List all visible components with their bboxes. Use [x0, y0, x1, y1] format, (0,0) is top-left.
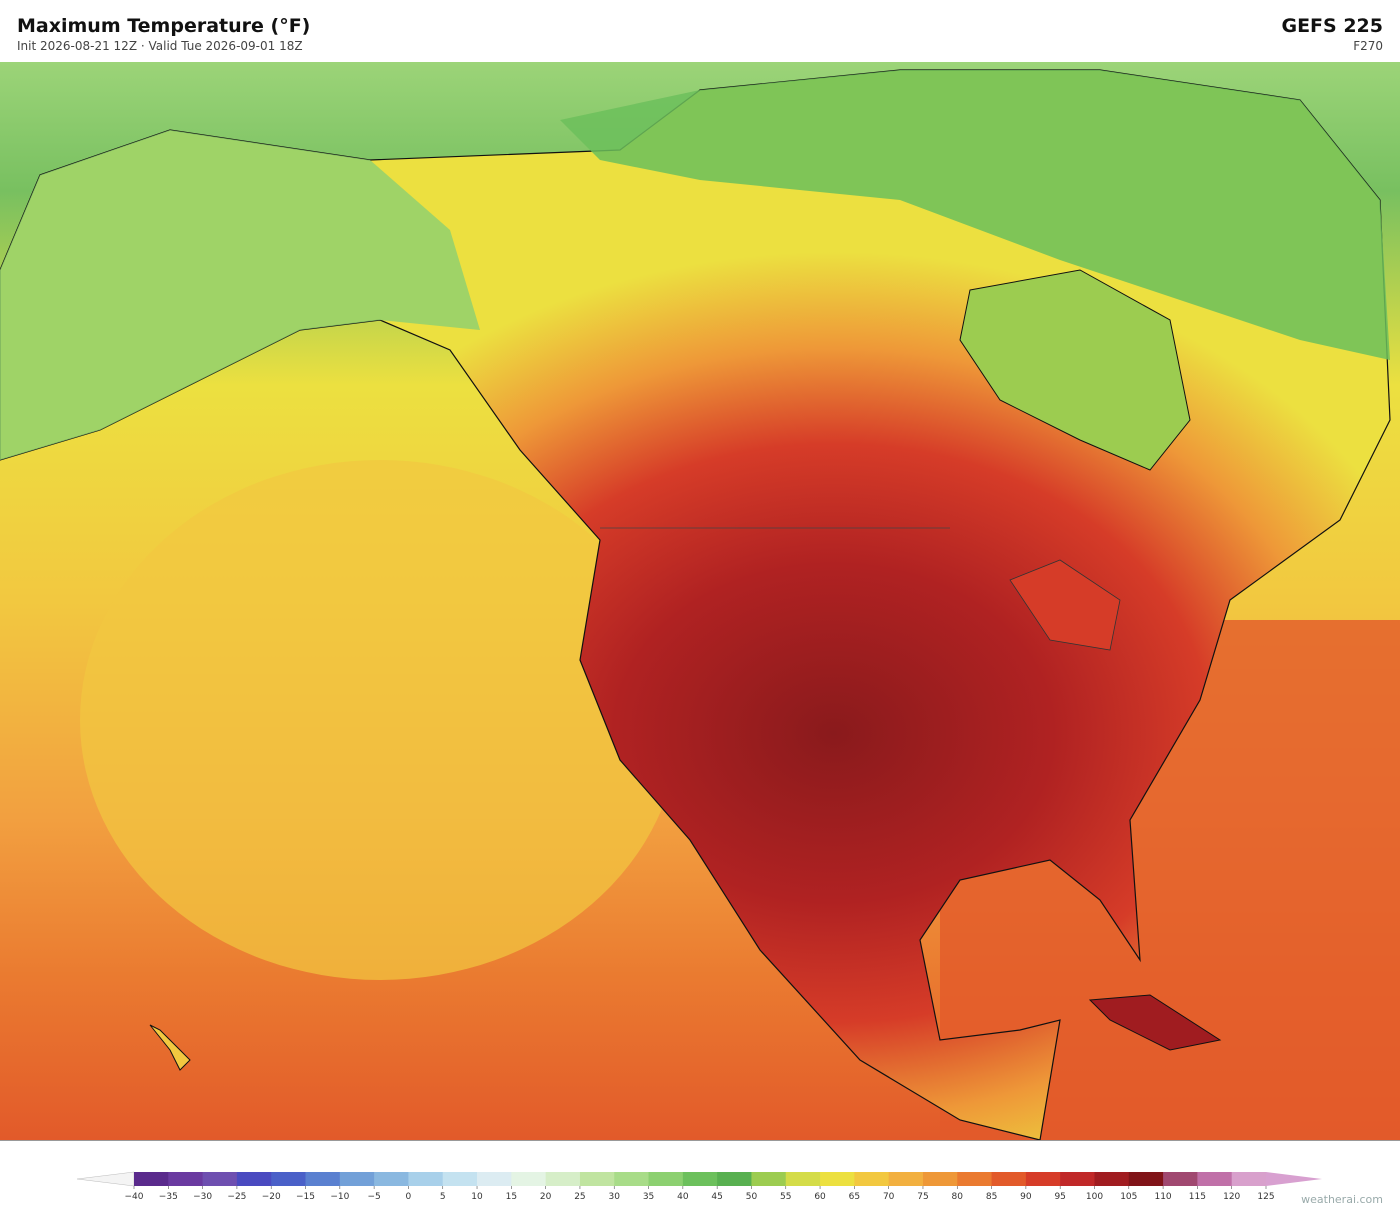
colorbar-swatch	[477, 1172, 512, 1186]
colorbar-label: 55	[780, 1192, 791, 1202]
colorbar-label: 90	[1020, 1192, 1032, 1202]
colorbar-swatch	[339, 1172, 375, 1186]
title: Maximum Temperature (°F)	[17, 15, 311, 37]
colorbar-swatch	[1060, 1172, 1095, 1186]
colorbar-swatch	[751, 1172, 787, 1186]
colorbar-swatch	[820, 1172, 855, 1186]
colorbar-label: 80	[952, 1192, 964, 1202]
colorbar-label: 125	[1257, 1192, 1274, 1202]
colorbar-label: 25	[574, 1192, 585, 1202]
colorbar-label: 40	[677, 1192, 689, 1202]
colorbar-label: 120	[1223, 1192, 1240, 1202]
colorbar-swatch	[922, 1172, 958, 1186]
colorbar-label: 115	[1189, 1192, 1206, 1202]
colorbar-label: 50	[746, 1192, 758, 1202]
colorbar: −40 −35 −30 −25 −20 −15 −10 −5 0 5 10 15 20 25 30 35 40 4…	[76, 1171, 1322, 1202]
colorbar-label: −35	[159, 1192, 178, 1202]
colorbar-swatch	[614, 1172, 650, 1186]
colorbar-label: −40	[125, 1192, 144, 1202]
colorbar-label: 45	[711, 1192, 722, 1202]
colorbar-label: 105	[1120, 1192, 1137, 1202]
colorbar-swatch	[957, 1172, 993, 1186]
ocean-band	[80, 460, 680, 980]
colorbar-extend	[1266, 1172, 1322, 1186]
model: GEFS 225	[1281, 15, 1383, 37]
watermark: weatherai.com	[1301, 1193, 1383, 1206]
colorbar-label: 30	[609, 1192, 621, 1202]
colorbar-label: 20	[540, 1192, 552, 1202]
colorbar-label: 0	[406, 1192, 412, 1202]
subtitle: Init 2026-08-21 12Z · Valid Tue 2026-09-…	[17, 39, 303, 53]
colorbar-swatch	[236, 1172, 272, 1186]
colorbar-swatch	[717, 1172, 752, 1186]
colorbar-label: 60	[814, 1192, 826, 1202]
colorbar-swatch	[1025, 1172, 1061, 1186]
colorbar-swatch	[202, 1172, 238, 1186]
colorbar-swatch	[271, 1172, 307, 1186]
colorbar-swatch	[1094, 1172, 1130, 1186]
hawaii	[149, 1024, 191, 1071]
colorbar-label: 110	[1154, 1192, 1171, 1202]
colorbar-label: 85	[986, 1192, 997, 1202]
colorbar-label: 15	[506, 1192, 517, 1202]
colorbar-swatch	[134, 1172, 169, 1186]
colorbar-label: 35	[643, 1192, 654, 1202]
colorbar-swatch	[648, 1172, 684, 1186]
colorbar-label: −30	[193, 1192, 212, 1202]
colorbar-label: −5	[367, 1192, 380, 1202]
colorbar-swatch	[1163, 1172, 1198, 1186]
colorbar-label: 10	[471, 1192, 483, 1202]
arctic-region	[560, 70, 1390, 360]
colorbar-swatch	[888, 1172, 924, 1186]
colorbar-swatch	[1128, 1172, 1164, 1186]
colorbar-swatch	[579, 1172, 615, 1186]
colorbar-swatch	[991, 1172, 1027, 1186]
colorbar-swatch	[442, 1172, 478, 1186]
colorbar-extend	[76, 1171, 135, 1187]
alaska	[0, 130, 480, 460]
colorbar-label: −25	[227, 1192, 246, 1202]
colorbar-label: 100	[1086, 1192, 1103, 1202]
colorbar-swatch	[374, 1172, 409, 1186]
colorbar-swatch	[854, 1172, 890, 1186]
hudson-bay	[959, 269, 1191, 471]
colorbar-swatch	[305, 1172, 341, 1186]
colorbar-swatch	[511, 1172, 547, 1186]
colorbar-label: 65	[849, 1192, 860, 1202]
colorbar-label: −15	[296, 1192, 315, 1202]
colorbar-label: 5	[440, 1192, 446, 1202]
colorbar-swatch	[408, 1172, 444, 1186]
colorbar-swatch	[682, 1172, 718, 1186]
colorbar-label: −20	[262, 1192, 281, 1202]
colorbar-swatch	[1197, 1172, 1233, 1186]
colorbar-label: −10	[330, 1192, 349, 1202]
colorbar-swatch	[1231, 1172, 1267, 1186]
forecast-hour: F270	[1353, 39, 1383, 53]
colorbar-label: 95	[1054, 1192, 1065, 1202]
colorbar-swatch	[785, 1172, 821, 1186]
cuba	[1088, 994, 1222, 1051]
great-lakes	[1009, 559, 1121, 651]
colorbar-swatch	[545, 1172, 581, 1186]
colorbar-label: 70	[883, 1192, 895, 1202]
colorbar-swatch	[168, 1172, 204, 1186]
colorbar-label: 75	[917, 1192, 928, 1202]
